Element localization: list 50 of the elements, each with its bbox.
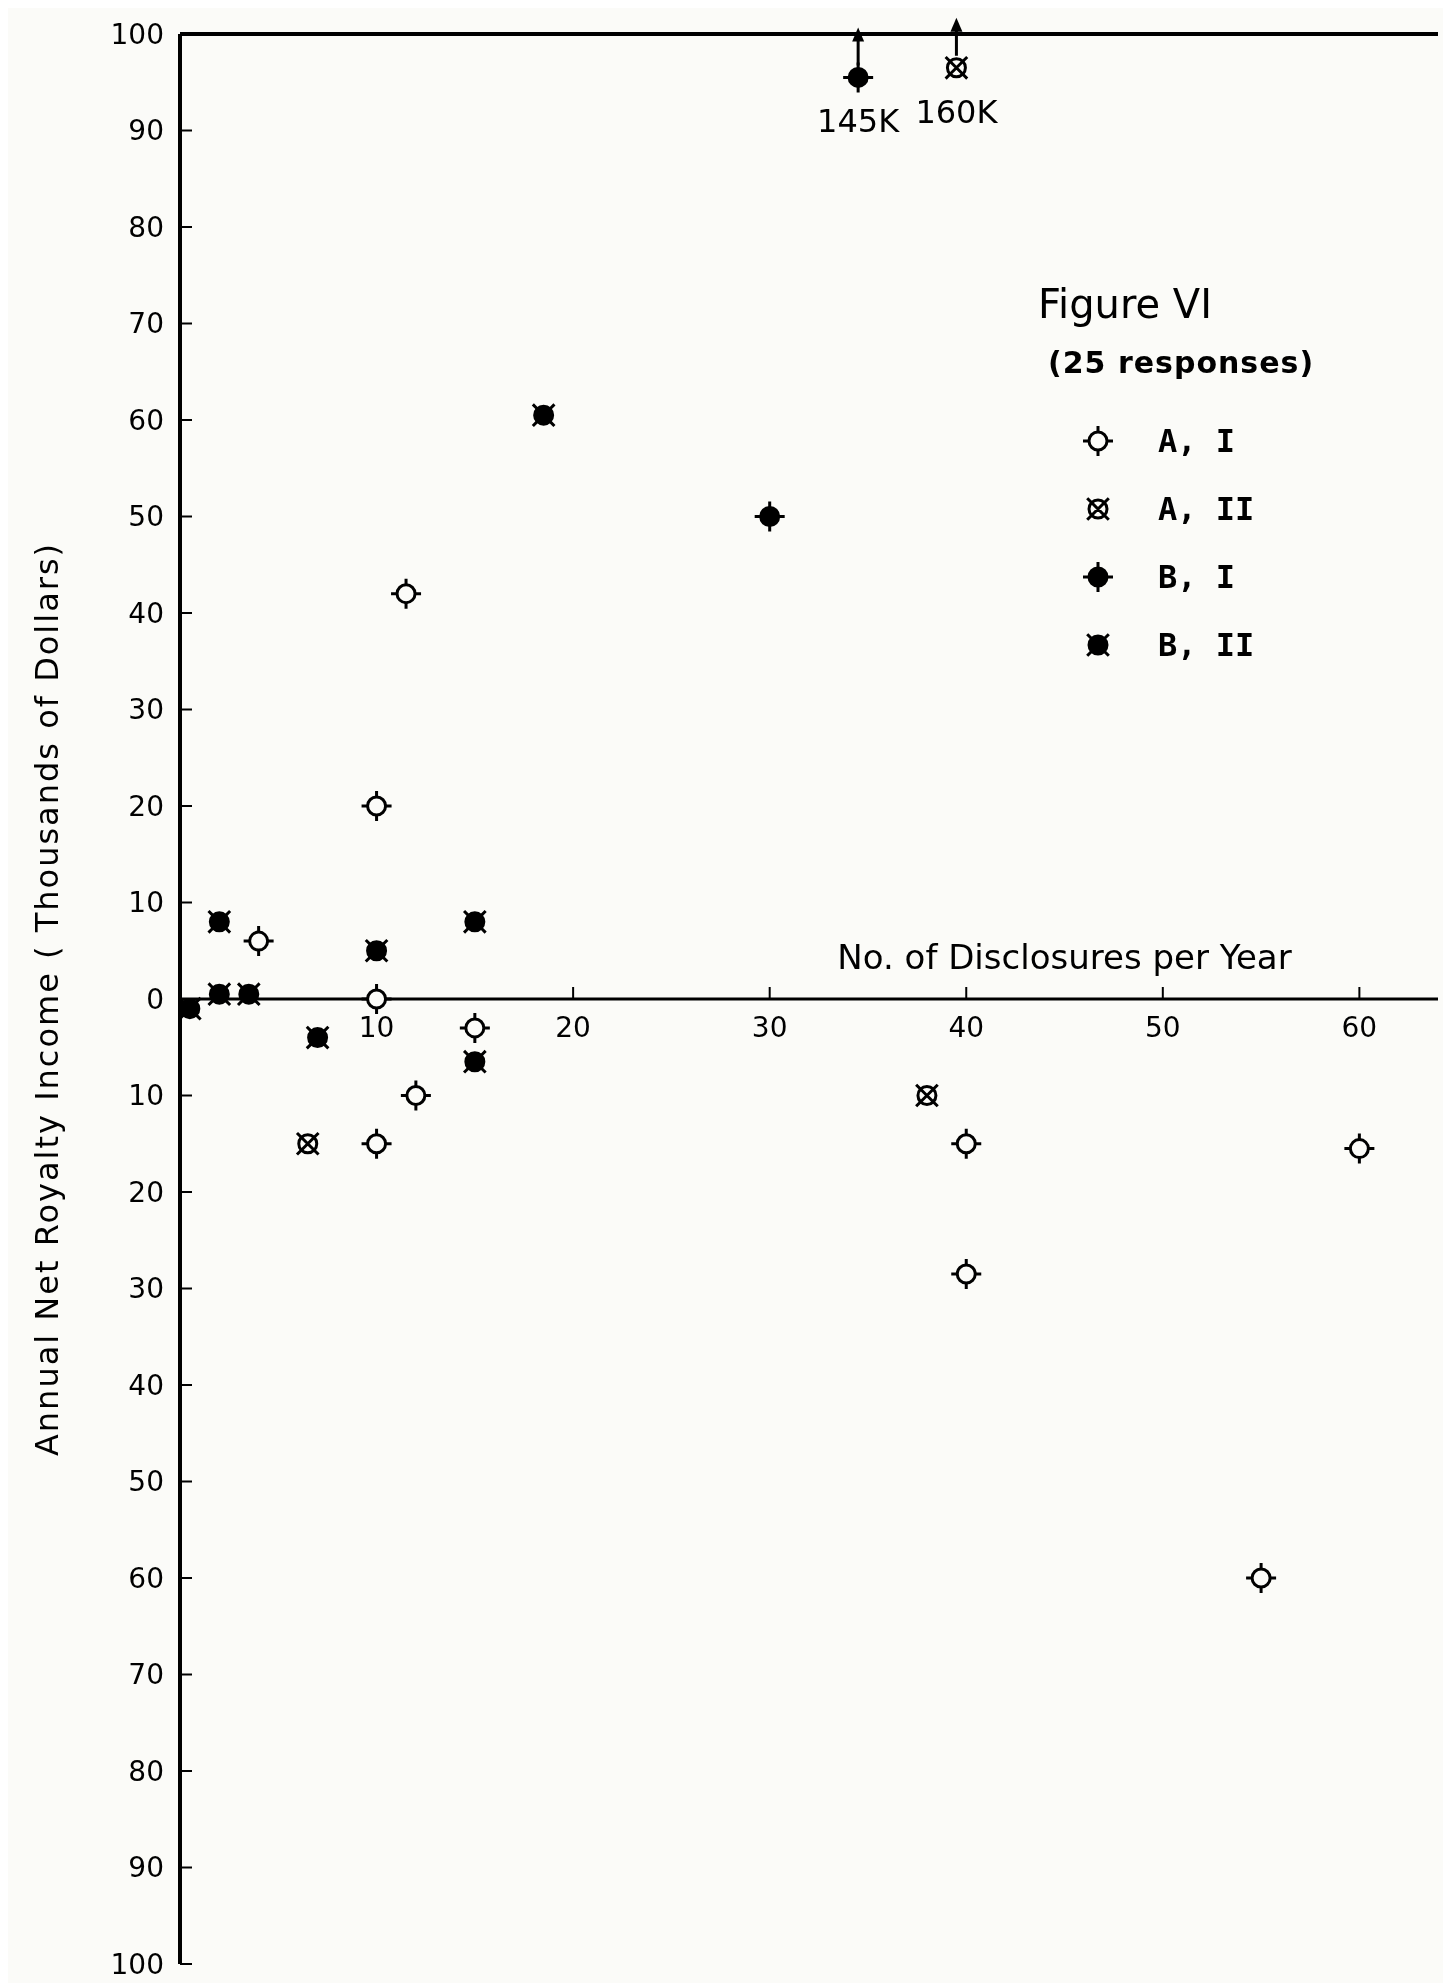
x-tick-label: 40 — [948, 1011, 985, 1044]
text: (25 responses) — [1048, 345, 1315, 380]
point — [366, 1133, 388, 1155]
x-tick-label: 60 — [1341, 1011, 1378, 1044]
y-tick-label: 70 — [128, 1658, 164, 1691]
y-tick-label: 30 — [128, 1272, 164, 1305]
y-tick-label: 40 — [128, 1368, 164, 1402]
point — [759, 506, 781, 527]
y-axis-title: Annual Net Royalty Income ( Thousands of Dollars) — [28, 541, 66, 1457]
point — [847, 66, 869, 88]
legend-label: A, II — [1158, 490, 1255, 528]
legend-label: B, II — [1158, 626, 1255, 664]
point — [395, 583, 417, 605]
y-tick-label: 0 — [146, 982, 164, 1016]
y-tick-label: 70 — [128, 307, 164, 340]
x-axis-title: No. of Disclosures per Year — [837, 937, 1292, 977]
y-tick-label: 100 — [110, 17, 164, 51]
point — [248, 930, 270, 952]
y-tick-label: 80 — [128, 1754, 164, 1788]
y-tick-label: 30 — [128, 693, 164, 726]
y-tick-label: 60 — [128, 403, 164, 437]
x-tick-label: 30 — [751, 1011, 788, 1044]
y-tick-label: 10 — [128, 886, 164, 919]
point — [1348, 1138, 1370, 1160]
y-tick-label: 10 — [128, 1079, 164, 1112]
text: Figure VI — [1038, 281, 1213, 327]
y-tick-label: 20 — [128, 789, 164, 823]
point — [366, 795, 388, 817]
y-tick-label: 100 — [110, 1947, 164, 1981]
x-tick-label: 50 — [1144, 1011, 1181, 1044]
point — [955, 1133, 977, 1155]
point — [955, 1263, 977, 1285]
annotation: 160K — [915, 92, 999, 131]
x-tick-label: 20 — [555, 1011, 591, 1044]
y-tick-label: 20 — [128, 1175, 164, 1209]
point — [1250, 1567, 1272, 1589]
point — [405, 1085, 427, 1106]
x-tick-label: 10 — [358, 1011, 395, 1044]
legend-label: B, I — [1158, 558, 1236, 596]
y-tick-label: 90 — [128, 1851, 164, 1884]
y-tick-label: 90 — [128, 114, 164, 147]
annotation: 145K — [817, 102, 901, 141]
y-tick-label: 80 — [128, 210, 164, 244]
y-tick-label: 60 — [128, 1561, 164, 1595]
y-tick-label: 40 — [128, 596, 164, 630]
point — [366, 988, 388, 1010]
point — [464, 1017, 486, 1039]
legend-label: A, I — [1158, 422, 1236, 460]
y-tick-label: 50 — [128, 500, 164, 533]
y-tick-label: 50 — [128, 1465, 164, 1498]
